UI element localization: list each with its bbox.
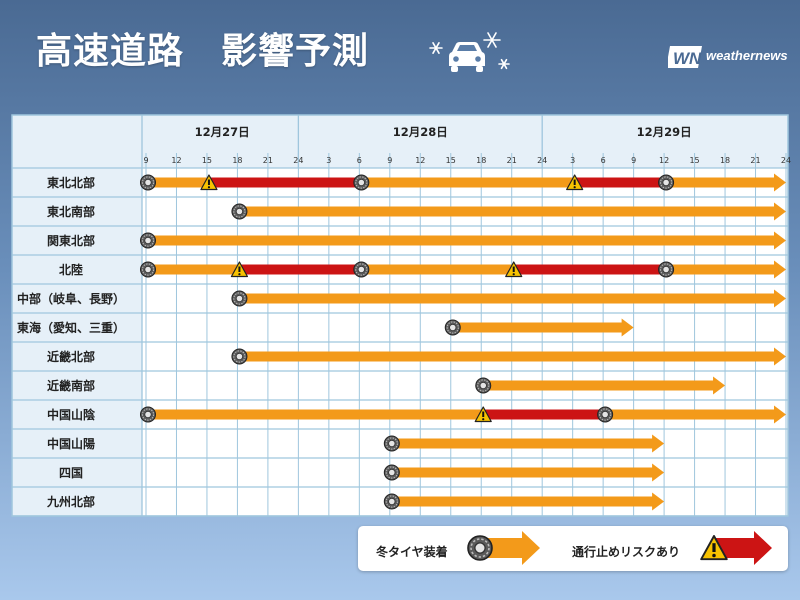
snow-car-icon bbox=[429, 32, 510, 72]
hour-tick-label: 3 bbox=[570, 156, 575, 165]
region-label: 九州北部 bbox=[46, 494, 95, 509]
hour-tick-label: 9 bbox=[631, 156, 636, 165]
tire-icon bbox=[383, 493, 400, 510]
winter-tire-bar bbox=[146, 231, 786, 250]
winter-tire-bar bbox=[146, 264, 238, 275]
winter-tire-bar bbox=[389, 463, 665, 482]
tire-icon bbox=[658, 174, 675, 191]
winter-tire-bar bbox=[664, 260, 786, 279]
region-label: 中国山陰 bbox=[47, 407, 96, 422]
winter-tire-bar bbox=[237, 289, 786, 308]
hour-tick-label: 21 bbox=[507, 156, 517, 165]
winter-tire-bar bbox=[389, 434, 665, 453]
winter-tire-bar bbox=[481, 376, 726, 395]
snowflake-icon bbox=[429, 32, 510, 70]
hour-tick-label: 21 bbox=[750, 156, 760, 165]
hour-tick-label: 9 bbox=[387, 156, 392, 165]
tire-icon bbox=[140, 174, 156, 191]
svg-text:WN: WN bbox=[673, 49, 702, 68]
region-label: 東北北部 bbox=[47, 175, 95, 190]
tire-icon bbox=[383, 464, 400, 481]
closure-risk-bar bbox=[511, 264, 665, 275]
hour-tick-label: 18 bbox=[476, 156, 486, 165]
region-label: 近畿北部 bbox=[47, 349, 95, 364]
hour-tick-label: 3 bbox=[326, 156, 331, 165]
tire-icon bbox=[353, 261, 370, 278]
legend-closure-risk-label: 通行止めリスクあり bbox=[572, 545, 681, 559]
closure-risk-bar bbox=[481, 409, 604, 420]
tire-icon bbox=[353, 174, 370, 191]
date-label: 12月27日 bbox=[195, 125, 250, 139]
hour-tick-label: 24 bbox=[293, 156, 303, 165]
hour-tick-label: 12 bbox=[415, 156, 425, 165]
hour-tick-label: 24 bbox=[537, 156, 547, 165]
closure-risk-bar bbox=[572, 177, 665, 188]
tire-icon bbox=[231, 203, 248, 220]
hour-tick-label: 9 bbox=[143, 156, 148, 165]
hour-tick-label: 6 bbox=[357, 156, 362, 165]
region-label: 近畿南部 bbox=[47, 378, 95, 393]
hour-tick-label: 15 bbox=[446, 156, 456, 165]
tire-icon bbox=[140, 261, 156, 278]
hour-tick-label: 18 bbox=[720, 156, 730, 165]
closure-risk-bar bbox=[206, 177, 360, 188]
hour-tick-label: 15 bbox=[689, 156, 699, 165]
tire-icon bbox=[597, 406, 614, 423]
tire-icon bbox=[475, 377, 492, 394]
page-title: 高速道路 影響予測 bbox=[36, 31, 370, 72]
chart-border bbox=[11, 114, 789, 517]
region-label: 中国山陽 bbox=[47, 436, 95, 451]
hour-tick-label: 12 bbox=[171, 156, 181, 165]
winter-tire-bar bbox=[450, 318, 634, 337]
car-icon bbox=[449, 42, 485, 72]
hour-tick-label: 21 bbox=[263, 156, 273, 165]
region-label: 東北南部 bbox=[47, 204, 95, 219]
region-label: 北陸 bbox=[59, 262, 83, 277]
region-label: 四国 bbox=[59, 466, 83, 480]
winter-tire-bar bbox=[237, 202, 786, 221]
closure-risk-bar bbox=[237, 264, 360, 275]
region-label: 関東北部 bbox=[47, 233, 95, 248]
hour-tick-label: 18 bbox=[232, 156, 242, 165]
winter-tire-bar bbox=[603, 405, 786, 424]
hour-tick-label: 24 bbox=[781, 156, 791, 165]
tire-icon bbox=[231, 348, 248, 365]
tire-icon bbox=[444, 319, 461, 336]
tire-icon bbox=[383, 435, 400, 452]
tire-icon bbox=[231, 290, 248, 307]
winter-tire-bar bbox=[237, 347, 786, 366]
hour-tick-label: 6 bbox=[601, 156, 606, 165]
winter-tire-bar bbox=[359, 264, 512, 275]
legend-winter-tire-label: 冬タイヤ装着 bbox=[376, 545, 448, 559]
weathernews-logo-icon: WN bbox=[668, 46, 702, 68]
winter-tire-bar bbox=[146, 177, 207, 188]
hour-tick-label: 12 bbox=[659, 156, 669, 165]
hour-tick-label: 15 bbox=[202, 156, 212, 165]
winter-tire-bar bbox=[389, 492, 665, 511]
date-label: 12月29日 bbox=[637, 125, 692, 139]
tire-icon bbox=[140, 232, 156, 249]
winter-tire-bar bbox=[146, 409, 482, 420]
region-label: 東海（愛知、三重） bbox=[17, 320, 125, 335]
date-label: 12月28日 bbox=[393, 125, 448, 139]
tire-icon bbox=[140, 406, 156, 423]
brand-name: weathernews bbox=[706, 48, 788, 63]
chart-header-background bbox=[12, 115, 788, 168]
winter-tire-bar bbox=[664, 173, 786, 192]
winter-tire-bar bbox=[359, 177, 573, 188]
tire-icon bbox=[658, 261, 675, 278]
region-label: 中部（岐阜、長野） bbox=[17, 291, 125, 306]
